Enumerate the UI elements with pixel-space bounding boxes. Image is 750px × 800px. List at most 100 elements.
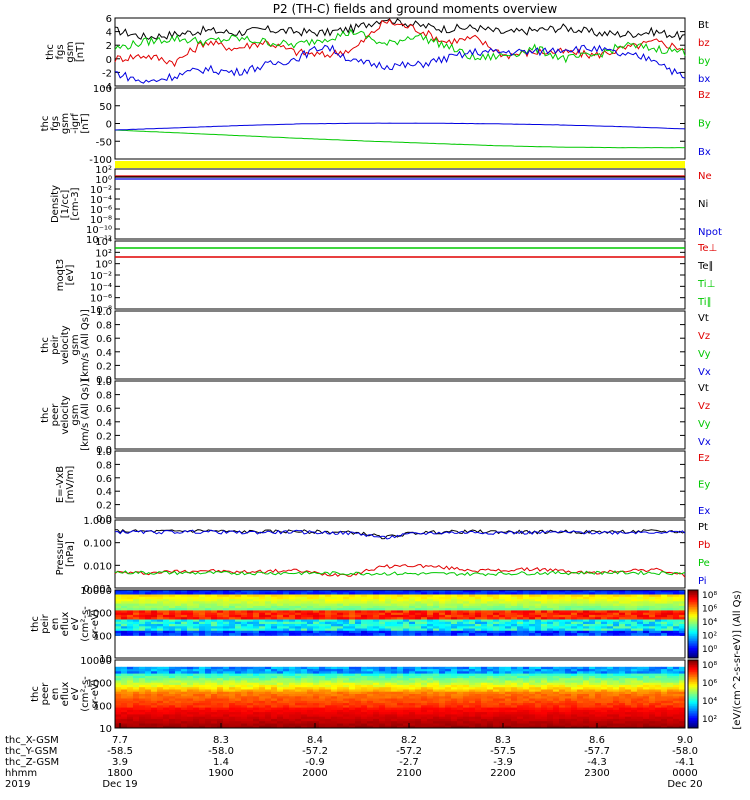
heatmap-cell (421, 605, 428, 609)
heatmap-cell (391, 707, 398, 711)
heatmap-cell (115, 612, 122, 616)
heatmap-cell (469, 619, 476, 623)
x-row-label: hhmm (5, 768, 37, 779)
heatmap-cell (415, 709, 422, 713)
heatmap-cell (115, 700, 122, 704)
heatmap-cell (283, 605, 290, 609)
heatmap-cell (277, 626, 284, 629)
heatmap-cell (199, 619, 206, 623)
heatmap-cell (325, 599, 332, 602)
heatmap-cell (385, 610, 392, 614)
heatmap-cell (511, 714, 518, 718)
heatmap-cell (367, 614, 374, 618)
heatmap-cell (241, 687, 248, 690)
heatmap-cell (325, 626, 332, 629)
heatmap-cell (529, 626, 536, 629)
heatmap-cell (139, 614, 146, 618)
heatmap-cell (355, 684, 362, 688)
heatmap-cell (481, 612, 488, 616)
heatmap-cell (139, 714, 146, 718)
heatmap-cell (139, 626, 146, 629)
heatmap-cell (247, 617, 254, 620)
heatmap-cell (217, 621, 224, 625)
heatmap-cell (241, 700, 248, 704)
heatmap-cell (661, 666, 668, 670)
heatmap-cell (403, 716, 410, 720)
heatmap-cell (649, 682, 656, 686)
heatmap-cell (625, 630, 632, 634)
heatmap-cell (337, 599, 344, 602)
colorbar-cell (688, 682, 698, 685)
heatmap-cell (307, 594, 314, 598)
heatmap-cell (343, 718, 350, 722)
heatmap-cell (427, 709, 434, 713)
heatmap-cell (151, 624, 158, 627)
heatmap-cell (211, 716, 218, 720)
heatmap-cell (649, 626, 656, 629)
heatmap-cell (535, 626, 542, 629)
heatmap-cell (367, 707, 374, 711)
heatmap-cell (505, 590, 512, 593)
heatmap-cell (139, 594, 146, 598)
heatmap-cell (529, 698, 536, 702)
heatmap-cell (529, 687, 536, 690)
heatmap-cell (265, 725, 272, 729)
heatmap-cell (535, 675, 542, 679)
heatmap-cell (469, 605, 476, 609)
heatmap-cell (277, 666, 284, 670)
heatmap-cell (361, 633, 368, 636)
heatmap-cell (265, 689, 272, 693)
heatmap-cell (415, 721, 422, 724)
heatmap-cell (169, 675, 176, 679)
heatmap-cell (601, 599, 608, 602)
heatmap-cell (445, 619, 452, 623)
heatmap-cell (229, 669, 236, 672)
heatmap-cell (475, 671, 482, 674)
heatmap-cell (355, 601, 362, 604)
heatmap-cell (349, 682, 356, 686)
heatmap-cell (631, 619, 638, 623)
heatmap-cell (673, 605, 680, 609)
heatmap-cell (511, 605, 518, 609)
heatmap-cell (577, 709, 584, 713)
heatmap-cell (613, 709, 620, 713)
x-tick-label: -57.2 (302, 746, 328, 757)
colorbar-cell (688, 652, 698, 656)
heatmap-cell (679, 626, 686, 629)
heatmap-cell (127, 669, 134, 672)
heatmap-cell (355, 709, 362, 713)
heatmap-cell (127, 626, 134, 629)
heatmap-cell (595, 698, 602, 702)
heatmap-cell (559, 673, 566, 677)
heatmap-cell (421, 669, 428, 672)
heatmap-cell (607, 612, 614, 616)
heatmap-cell (169, 694, 176, 697)
heatmap-cell (283, 709, 290, 713)
heatmap-cell (169, 666, 176, 670)
heatmap-cell (637, 684, 644, 688)
heatmap-cell (517, 612, 524, 616)
heatmap-cell (583, 691, 590, 695)
heatmap-cell (559, 608, 566, 611)
heatmap-cell (511, 689, 518, 693)
heatmap-cell (517, 605, 524, 609)
heatmap-cell (211, 675, 218, 679)
heatmap-cell (187, 696, 194, 699)
heatmap-cell (319, 694, 326, 697)
heatmap-cell (601, 682, 608, 686)
heatmap-cell (409, 633, 416, 636)
colorbar-cell (688, 605, 698, 608)
heatmap-cell (655, 621, 662, 625)
heatmap-cell (259, 673, 266, 677)
heatmap-cell (661, 628, 668, 632)
heatmap-cell (601, 671, 608, 674)
heatmap-cell (205, 669, 212, 672)
heatmap-cell (607, 694, 614, 697)
heatmap-cell (193, 718, 200, 722)
heatmap-cell (187, 624, 194, 627)
heatmap-cell (277, 687, 284, 690)
heatmap-cell (667, 594, 674, 598)
heatmap-cell (541, 718, 548, 722)
heatmap-cell (265, 703, 272, 706)
heatmap-cell (673, 684, 680, 688)
